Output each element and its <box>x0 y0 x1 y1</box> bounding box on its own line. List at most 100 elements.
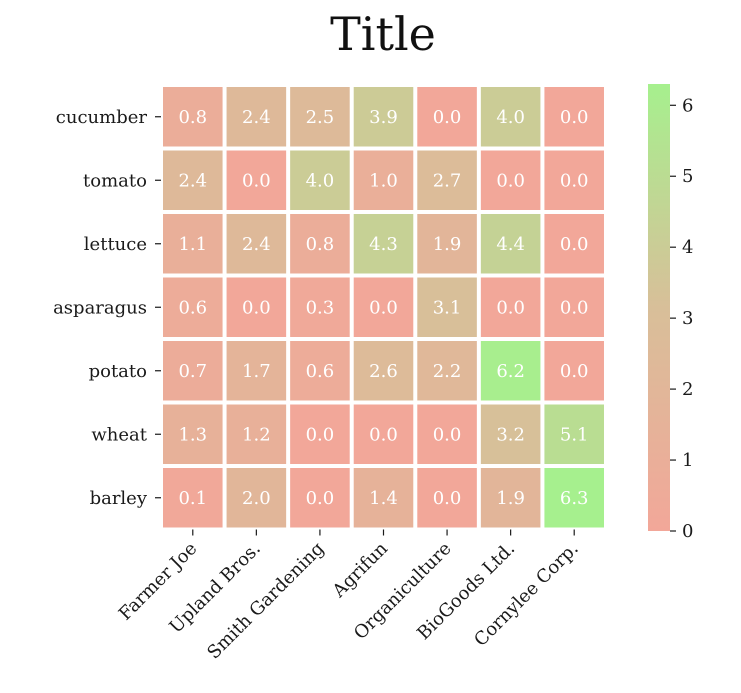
column-label: Agrifun <box>328 538 392 602</box>
heatmap-cell <box>290 277 350 337</box>
cell-value-label: 0.0 <box>560 107 589 128</box>
heatmap-cell <box>417 404 477 464</box>
cell-value-label: 1.1 <box>178 234 207 255</box>
heatmap-cell <box>226 341 287 401</box>
heatmap-cell <box>544 277 604 337</box>
colorbar-tick-label: 1 <box>682 450 693 471</box>
colorbar-tick-label: 2 <box>682 379 693 400</box>
cell-value-label: 1.9 <box>496 488 525 509</box>
heatmap-cell <box>353 277 414 337</box>
heatmap-cell <box>417 214 477 274</box>
cell-value-label: 6.2 <box>496 361 525 382</box>
heatmap-cell <box>480 341 541 401</box>
heatmap-cell <box>290 150 350 210</box>
cell-value-label: 2.4 <box>178 170 207 191</box>
cell-value-label: 0.0 <box>242 297 271 318</box>
heatmap-cell <box>480 150 541 210</box>
heatmap-cell <box>163 404 223 464</box>
row-labels: cucumber tomato lettuce asparagus potato whea… <box>53 107 161 509</box>
heatmap-cell <box>480 404 541 464</box>
colorbar-tick-label: 6 <box>682 95 693 116</box>
cell-value-label: 0.6 <box>306 361 335 382</box>
colorbar-tick-label: 3 <box>682 308 693 329</box>
heatmap-cell <box>544 404 604 464</box>
heatmap-cell <box>353 150 414 210</box>
heatmap-cell <box>544 87 604 147</box>
cell-value-label: 3.9 <box>369 107 398 128</box>
cell-value-label: 0.0 <box>433 488 462 509</box>
heatmap-cell <box>544 214 604 274</box>
cell-value-label: 2.0 <box>242 488 271 509</box>
cell-value-label: 0.0 <box>306 424 335 445</box>
heatmap-cell <box>417 277 477 337</box>
cell-value-label: 0.0 <box>560 297 589 318</box>
heatmap-cell <box>163 277 223 337</box>
cell-value-label: 2.4 <box>242 107 271 128</box>
cell-value-label: 0.0 <box>433 107 462 128</box>
row-label: potato <box>89 361 147 382</box>
cell-value-label: 0.1 <box>178 488 207 509</box>
cell-value-label: 2.2 <box>433 361 462 382</box>
heatmap-cell <box>544 468 604 528</box>
row-label: barley <box>90 488 148 509</box>
heatmap-cell <box>290 404 350 464</box>
column-label: Smith Gardening <box>203 538 328 663</box>
heatmap-cell <box>417 87 477 147</box>
cell-value-label: 0.0 <box>560 361 589 382</box>
row-label: asparagus <box>53 297 147 318</box>
cell-value-label: 0.7 <box>178 361 207 382</box>
row-label: lettuce <box>84 234 147 255</box>
heatmap-cell <box>353 341 414 401</box>
cell-value-label: 0.0 <box>496 170 525 191</box>
cell-value-label: 0.0 <box>560 170 589 191</box>
heatmap-cell <box>290 214 350 274</box>
cell-value-label: 0.0 <box>496 297 525 318</box>
heatmap-cell <box>163 214 223 274</box>
cell-value-label: 1.9 <box>433 234 462 255</box>
cell-value-label: 3.2 <box>496 424 525 445</box>
colorbar-tick-label: 0 <box>682 521 693 542</box>
cell-value-label: 0.0 <box>242 170 271 191</box>
heatmap-cell <box>480 214 541 274</box>
cell-value-label: 0.0 <box>369 424 398 445</box>
cell-value-label: 2.4 <box>242 234 271 255</box>
cell-value-label: 4.3 <box>369 234 398 255</box>
heatmap-cell <box>290 87 350 147</box>
heatmap-cell <box>544 150 604 210</box>
heatmap-cell <box>353 87 414 147</box>
cell-value-label: 0.0 <box>433 424 462 445</box>
cell-value-label: 0.0 <box>369 297 398 318</box>
cell-value-label: 2.7 <box>433 170 462 191</box>
cell-value-label: 3.1 <box>433 297 462 318</box>
cell-value-label: 2.5 <box>306 107 335 128</box>
row-label: tomato <box>83 170 147 191</box>
heatmap-cell <box>480 277 541 337</box>
heatmap-cell <box>226 214 287 274</box>
cell-value-label: 0.0 <box>306 488 335 509</box>
colorbar-tick-label: 4 <box>682 237 693 258</box>
cell-value-label: 4.0 <box>496 107 525 128</box>
heatmap-cell <box>163 150 223 210</box>
row-label: wheat <box>91 424 147 445</box>
cell-value-label: 1.2 <box>242 424 271 445</box>
colorbar <box>648 84 670 531</box>
cell-value-label: 0.3 <box>306 297 335 318</box>
cell-value-label: 4.0 <box>306 170 335 191</box>
heatmap-cell <box>353 468 414 528</box>
heatmap-cell <box>353 404 414 464</box>
heatmap-cell <box>417 150 477 210</box>
cell-value-label: 6.3 <box>560 488 589 509</box>
heatmap-cell <box>226 277 287 337</box>
cell-value-label: 1.4 <box>369 488 398 509</box>
colorbar-tick-label: 5 <box>682 166 693 187</box>
cell-value-label: 0.8 <box>306 234 335 255</box>
heatmap-cell <box>226 404 287 464</box>
heatmap-cell <box>226 468 287 528</box>
cell-value-label: 4.4 <box>496 234 525 255</box>
heatmap-cell <box>163 468 223 528</box>
cell-value-label: 1.0 <box>369 170 398 191</box>
cell-value-label: 1.7 <box>242 361 271 382</box>
cell-value-label: 1.3 <box>178 424 207 445</box>
